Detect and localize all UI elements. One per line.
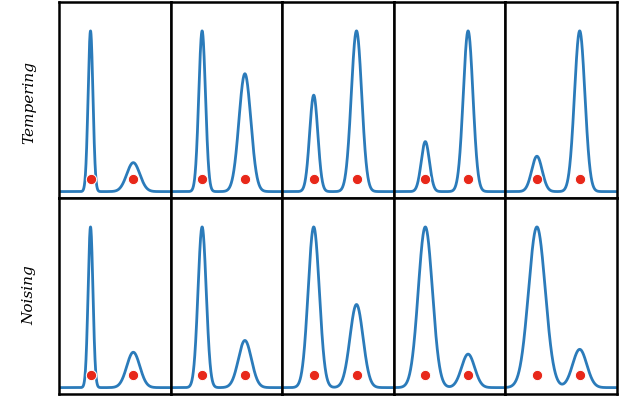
Point — [352, 175, 361, 182]
Point — [575, 371, 585, 378]
Point — [575, 175, 585, 182]
Point — [240, 371, 250, 378]
Point — [86, 175, 95, 182]
Point — [463, 371, 473, 378]
Point — [420, 371, 430, 378]
Text: Noising: Noising — [23, 265, 37, 325]
Point — [128, 371, 138, 378]
Point — [197, 175, 207, 182]
Point — [309, 175, 319, 182]
Point — [420, 175, 430, 182]
Point — [532, 371, 542, 378]
Point — [309, 371, 319, 378]
Point — [197, 371, 207, 378]
Text: Tempering: Tempering — [23, 61, 37, 145]
Point — [532, 175, 542, 182]
Point — [86, 371, 95, 378]
Point — [352, 371, 361, 378]
Point — [128, 175, 138, 182]
Point — [463, 175, 473, 182]
Point — [240, 175, 250, 182]
